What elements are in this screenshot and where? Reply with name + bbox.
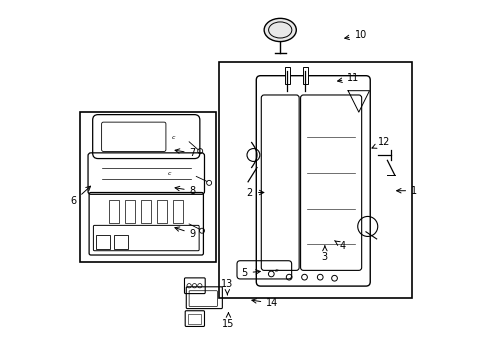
- Text: c: c: [274, 268, 277, 273]
- Text: 8: 8: [175, 186, 195, 196]
- Text: 9: 9: [175, 227, 195, 239]
- Text: 3: 3: [321, 246, 327, 262]
- Text: 12: 12: [371, 138, 390, 148]
- Bar: [285, 67, 289, 84]
- Text: 6: 6: [71, 186, 90, 206]
- Text: 2: 2: [246, 188, 264, 198]
- Bar: [108, 200, 119, 223]
- Bar: [96, 235, 110, 249]
- Text: 4: 4: [334, 240, 345, 251]
- Bar: [157, 200, 166, 223]
- Bar: [80, 112, 216, 262]
- Bar: [173, 200, 183, 223]
- Bar: [219, 62, 411, 298]
- Text: c: c: [171, 135, 174, 140]
- Text: c: c: [167, 171, 171, 176]
- Bar: [302, 67, 307, 84]
- Text: 10: 10: [344, 30, 366, 40]
- Text: 14: 14: [251, 298, 278, 308]
- Text: 13: 13: [221, 279, 233, 295]
- Text: 5: 5: [241, 268, 260, 278]
- Text: 15: 15: [222, 313, 234, 329]
- Text: 11: 11: [337, 73, 359, 83]
- Text: 7: 7: [175, 148, 195, 158]
- Text: 1: 1: [396, 186, 416, 196]
- Ellipse shape: [264, 18, 296, 41]
- Bar: [141, 200, 151, 223]
- Bar: [124, 200, 135, 223]
- Bar: [188, 314, 201, 324]
- Bar: [114, 235, 127, 249]
